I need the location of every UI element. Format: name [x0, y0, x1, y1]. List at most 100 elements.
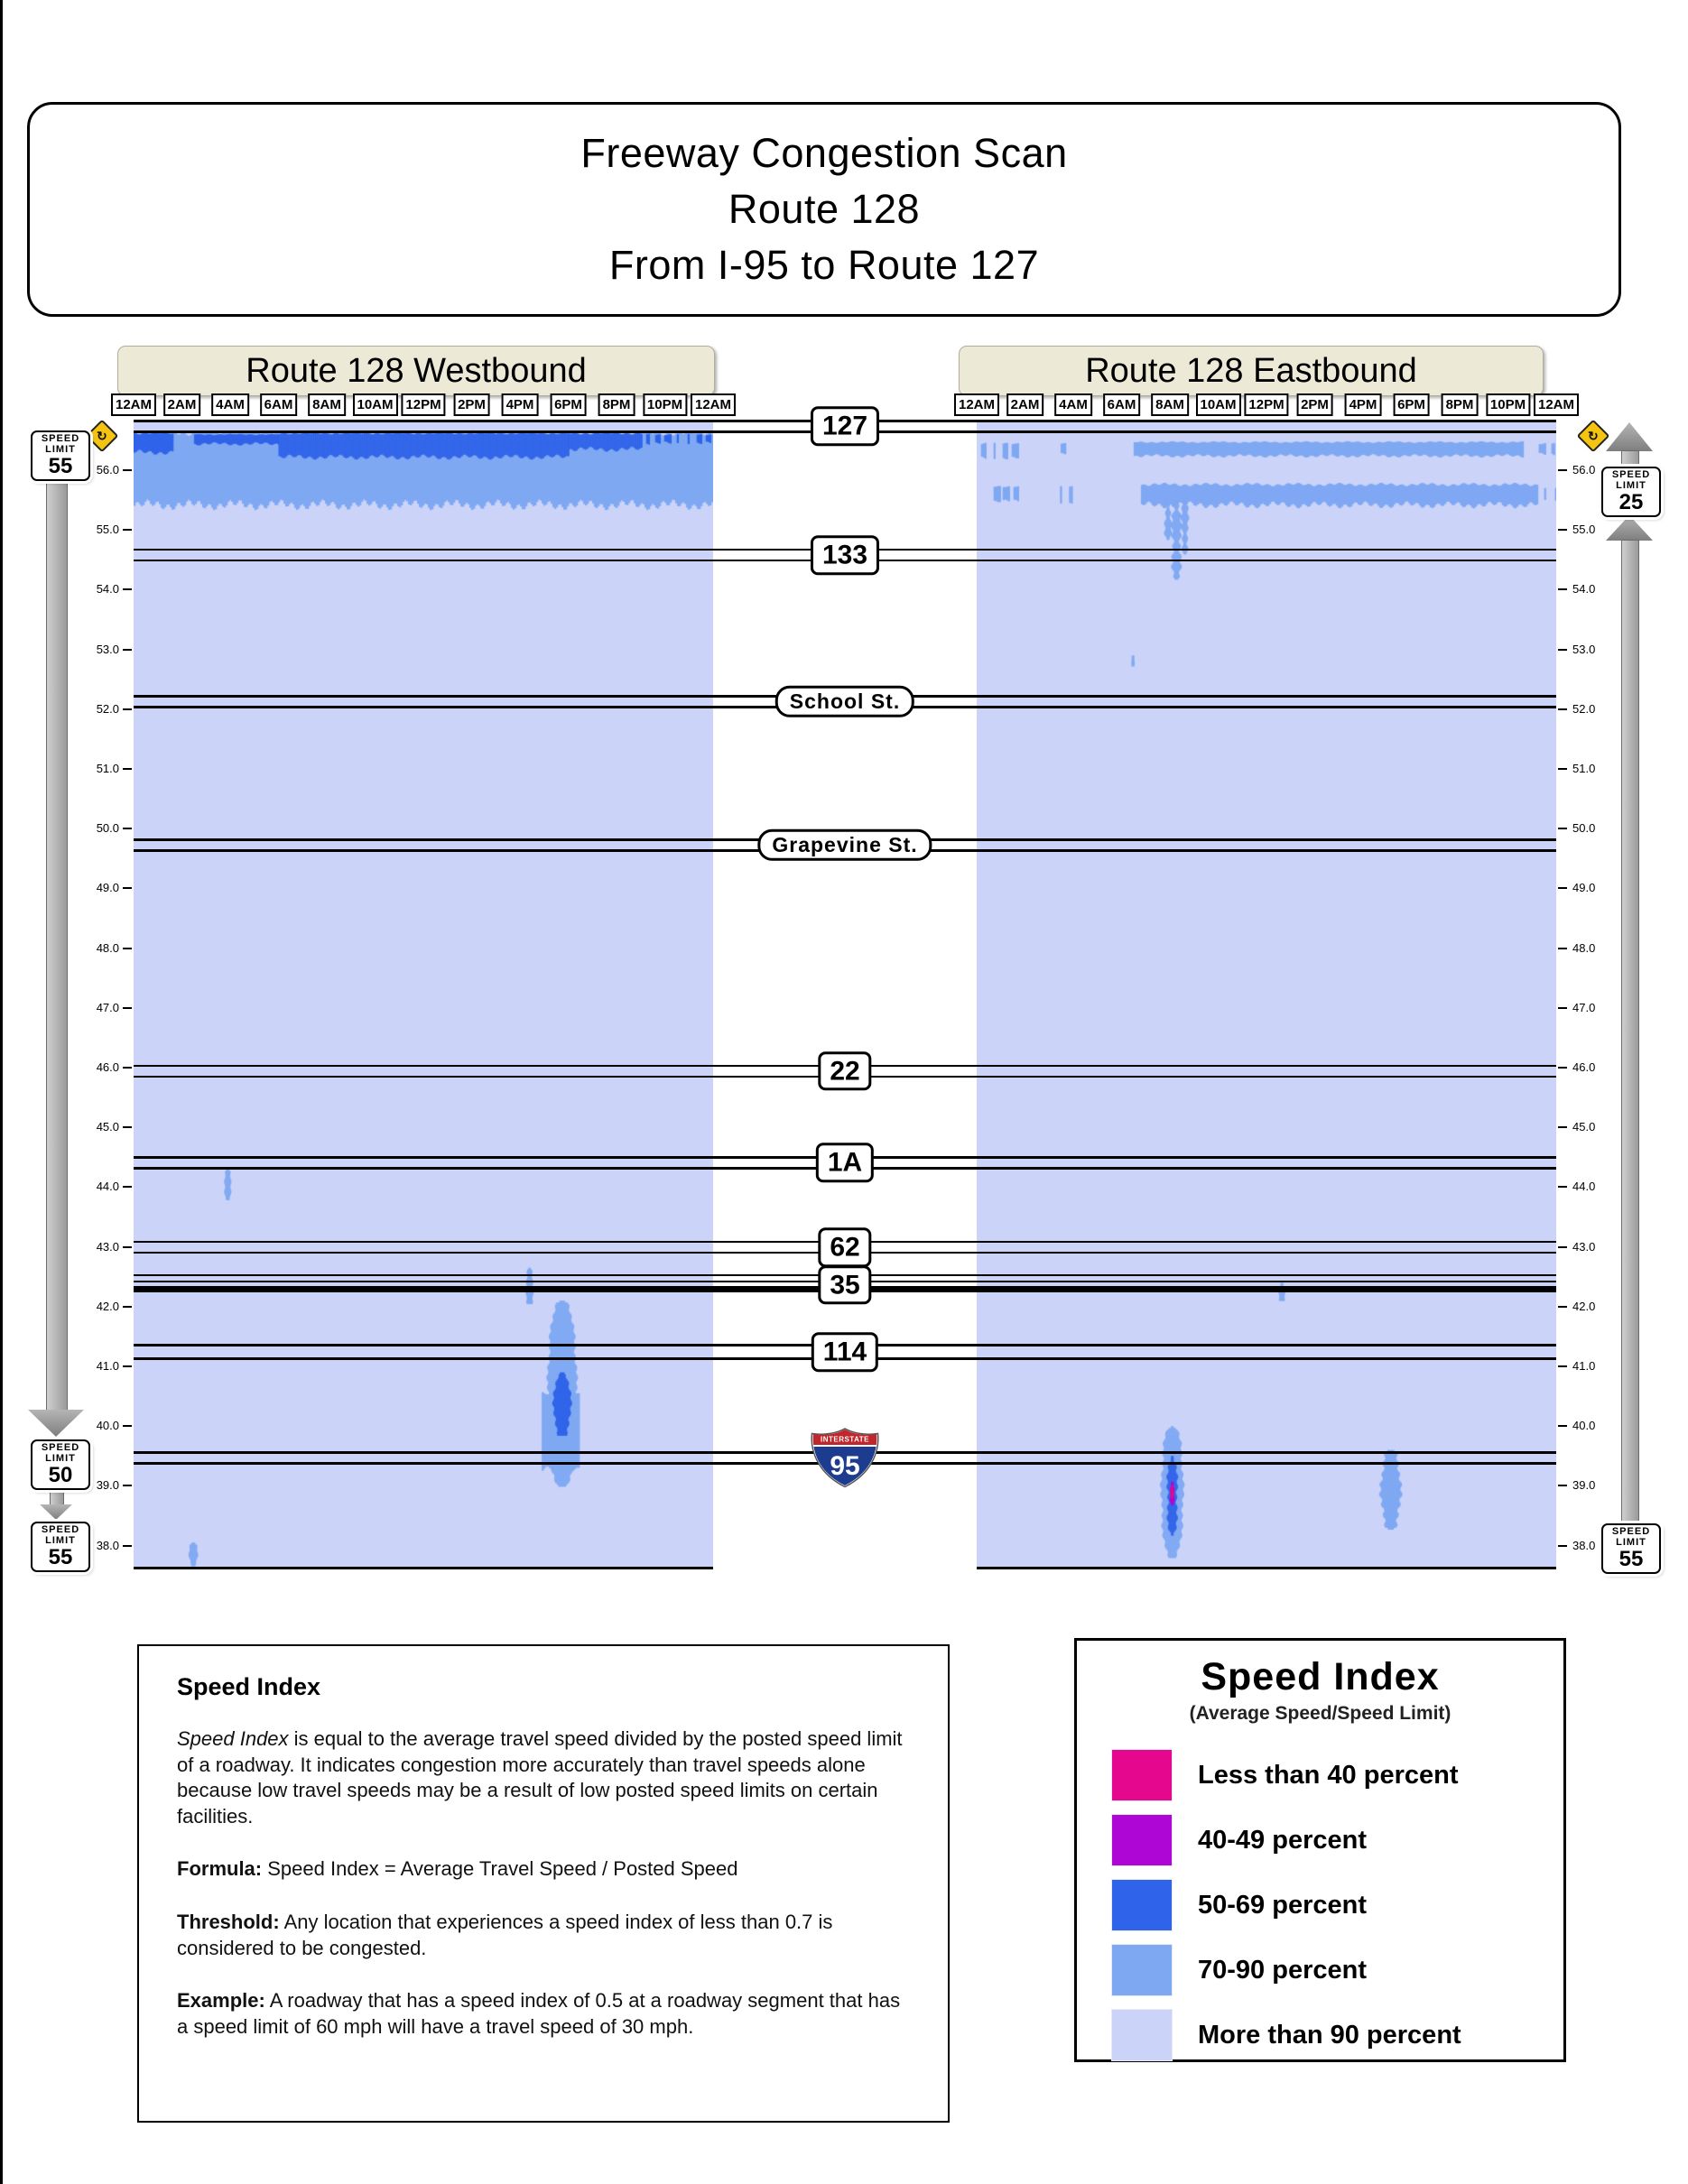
exit-marker-route-127: 127	[810, 406, 880, 446]
sign-word-speed: SPEED	[1611, 468, 1651, 480]
speed-limit-sign-55-left-bottom: SPEED LIMIT 55	[31, 1522, 90, 1572]
legend-item-lt40: Less than 40 percent	[1111, 1749, 1459, 1801]
eastbound-bottom-border	[977, 1567, 1556, 1569]
legend-label-gt90: More than 90 percent	[1198, 2020, 1461, 2050]
mile-label-left: 44.0	[96, 1180, 119, 1194]
mile-label-right: 47.0	[1572, 1000, 1596, 1014]
legend-subtitle: (Average Speed/Speed Limit)	[1189, 1703, 1451, 1724]
mile-label-right: 39.0	[1572, 1478, 1596, 1493]
legend-swatch-p40_49	[1111, 1814, 1173, 1866]
mile-tick-left	[123, 1365, 132, 1367]
westbound-time-label: 6PM	[550, 393, 587, 416]
mile-label-right: 50.0	[1572, 821, 1596, 836]
sign-value: 55	[48, 1545, 73, 1570]
sign-word-limit: LIMIT	[1616, 1536, 1646, 1548]
legend-swatch-gt90	[1111, 2009, 1173, 2061]
eastbound-time-label: 8PM	[1441, 393, 1479, 416]
mile-tick-right	[1558, 1245, 1567, 1248]
speed-limit-sign-25-right: SPEED LIMIT 25	[1601, 467, 1661, 517]
westbound-time-label: 12AM	[110, 393, 157, 416]
westbound-time-label: 4AM	[211, 393, 249, 416]
speed-index-legend: Speed Index (Average Speed/Speed Limit) …	[1074, 1638, 1566, 2062]
svg-text:95: 95	[830, 1451, 859, 1481]
legend-label-p40_49: 40-49 percent	[1198, 1825, 1367, 1855]
eastbound-congestion-heatmap	[977, 421, 1556, 1568]
mile-label-left: 40.0	[96, 1419, 119, 1433]
mile-tick-left	[123, 828, 132, 830]
mile-label-right: 38.0	[1572, 1538, 1596, 1552]
sign-word-limit: LIMIT	[45, 1452, 76, 1464]
mile-label-left: 47.0	[96, 1000, 119, 1014]
westbound-time-label: 2PM	[453, 393, 490, 416]
sign-value: 25	[1618, 490, 1644, 515]
sign-word-speed: SPEED	[41, 1523, 80, 1535]
mile-label-right: 43.0	[1572, 1239, 1596, 1254]
mile-tick-right	[1558, 828, 1567, 830]
mile-label-left: 53.0	[96, 642, 119, 656]
legend-swatch-p70_90	[1111, 1944, 1173, 1996]
interstate-shield-icon: INTERSTATE 95	[811, 1428, 879, 1488]
eastbound-time-label: 4PM	[1344, 393, 1382, 416]
westbound-time-label: 4PM	[501, 393, 539, 416]
eastbound-time-label: 12AM	[1533, 393, 1580, 416]
mile-label-right: 51.0	[1572, 762, 1596, 775]
interstate-95-shield: INTERSTATE 95	[810, 1428, 880, 1488]
mile-tick-right	[1558, 1305, 1567, 1308]
speed-limit-sign-55-left-top: SPEED LIMIT 55	[31, 430, 90, 481]
page-title-line-1: Freeway Congestion Scan	[580, 129, 1068, 176]
legend-swatch-p50_69	[1111, 1879, 1173, 1931]
eastbound-time-label: 8AM	[1151, 393, 1189, 416]
mile-label-right: 46.0	[1572, 1060, 1596, 1074]
speed-index-info-box: Speed Index Speed Index is equal to the …	[137, 1644, 950, 2123]
mile-tick-left	[123, 768, 132, 770]
mile-label-left: 48.0	[96, 940, 119, 955]
westbound-congestion-heatmap	[134, 421, 713, 1568]
info-box-heading: Speed Index	[177, 1673, 321, 1700]
mile-label-left: 38.0	[96, 1538, 119, 1552]
mile-tick-right	[1558, 1067, 1567, 1069]
mile-tick-left	[123, 1305, 132, 1308]
westbound-time-label: 12AM	[690, 393, 737, 416]
mile-tick-left	[123, 588, 132, 591]
mile-label-left: 55.0	[96, 523, 119, 537]
mile-label-right: 52.0	[1572, 701, 1596, 716]
mile-label-right: 44.0	[1572, 1180, 1596, 1194]
exit-marker-street-grapevine-st-: Grapevine St.	[757, 828, 932, 861]
mile-tick-right	[1558, 1365, 1567, 1367]
westbound-time-label: 6AM	[259, 393, 298, 416]
mile-label-right: 48.0	[1572, 940, 1596, 955]
mile-tick-right	[1558, 469, 1567, 471]
legend-title: Speed Index	[1201, 1655, 1440, 1698]
svg-text:INTERSTATE: INTERSTATE	[821, 1436, 869, 1444]
sign-word-speed: SPEED	[41, 1441, 80, 1453]
eastbound-time-label: 2PM	[1296, 393, 1333, 416]
legend-label-lt40: Less than 40 percent	[1198, 1760, 1459, 1790]
mile-label-left: 50.0	[96, 821, 119, 836]
mile-label-right: 45.0	[1572, 1120, 1596, 1134]
exit-marker-route-133: 133	[810, 535, 880, 575]
sign-word-limit: LIMIT	[45, 1534, 76, 1546]
sign-word-limit: LIMIT	[45, 443, 76, 455]
info-box-definition: Speed Index is equal to the average trav…	[177, 1727, 903, 1828]
left-direction-arrow-shaft	[46, 477, 68, 1411]
westbound-header: Route 128 Westbound	[117, 346, 715, 396]
eastbound-time-label: 6AM	[1102, 393, 1141, 416]
westbound-time-label: 10AM	[352, 393, 398, 416]
legend-item-p40_49: 40-49 percent	[1111, 1814, 1367, 1866]
speed-limit-sign-50-left: SPEED LIMIT 50	[31, 1439, 90, 1490]
mile-tick-right	[1558, 648, 1567, 651]
exit-marker-route-114: 114	[811, 1332, 879, 1372]
mile-label-left: 43.0	[96, 1239, 119, 1254]
mile-tick-left	[123, 1485, 132, 1487]
mile-tick-right	[1558, 1186, 1567, 1189]
legend-swatch-lt40	[1111, 1749, 1173, 1801]
mile-tick-left	[123, 1544, 132, 1547]
sign-word-speed: SPEED	[41, 432, 80, 444]
mile-label-left: 54.0	[96, 582, 119, 597]
eastbound-time-label: 12AM	[953, 393, 1000, 416]
legend-item-gt90: More than 90 percent	[1111, 2009, 1461, 2061]
mile-tick-right	[1558, 887, 1567, 890]
westbound-time-label: 2AM	[162, 393, 201, 416]
sign-word-limit: LIMIT	[1616, 479, 1646, 491]
sign-word-speed: SPEED	[1611, 1525, 1651, 1537]
